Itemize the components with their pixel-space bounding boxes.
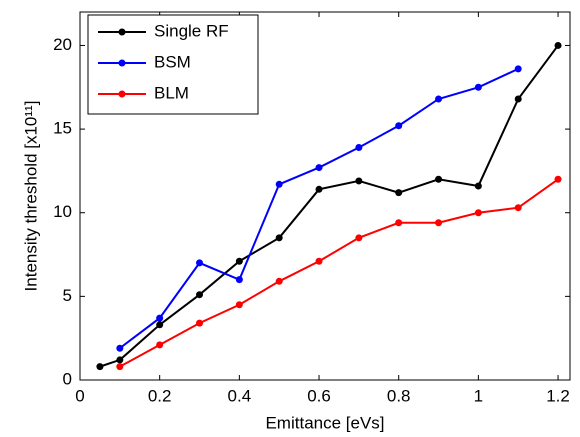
data-point xyxy=(514,95,522,103)
data-point xyxy=(315,164,323,172)
data-point xyxy=(474,209,482,217)
data-point xyxy=(395,189,403,197)
data-point xyxy=(474,83,482,91)
data-point xyxy=(514,65,522,73)
x-tick-label: 0.4 xyxy=(228,386,252,405)
data-point xyxy=(235,257,243,265)
x-tick-label: 1.2 xyxy=(546,386,570,405)
data-point xyxy=(355,234,363,242)
data-point xyxy=(235,301,243,309)
data-point xyxy=(395,122,403,130)
y-tick-label: 20 xyxy=(53,35,72,54)
data-point xyxy=(514,204,522,212)
data-point xyxy=(196,291,204,299)
data-point xyxy=(435,175,443,183)
x-tick-label: 0 xyxy=(75,386,84,405)
data-point xyxy=(235,276,243,284)
data-point xyxy=(116,344,124,352)
x-tick-label: 0.8 xyxy=(387,386,411,405)
data-point xyxy=(435,95,443,103)
data-point xyxy=(196,319,204,327)
data-point xyxy=(395,219,403,227)
y-tick-label: 0 xyxy=(63,369,72,388)
data-point xyxy=(156,341,164,349)
data-point xyxy=(196,259,204,267)
legend-label: BLM xyxy=(154,83,189,102)
data-point xyxy=(355,143,363,151)
legend-label: BSM xyxy=(154,52,191,71)
data-point xyxy=(554,175,562,183)
data-point xyxy=(315,257,323,265)
data-point xyxy=(554,41,562,49)
data-point xyxy=(435,219,443,227)
data-point xyxy=(116,363,124,371)
x-tick-label: 0.6 xyxy=(307,386,331,405)
data-point xyxy=(96,363,104,371)
data-point xyxy=(275,180,283,188)
data-point xyxy=(275,234,283,242)
x-axis-label: Emittance [eVs] xyxy=(265,413,384,432)
x-tick-label: 0.2 xyxy=(148,386,172,405)
y-axis-label: Intensity threshold [x10¹¹] xyxy=(21,101,40,292)
data-point xyxy=(355,177,363,185)
legend-marker xyxy=(118,59,126,67)
y-tick-label: 5 xyxy=(63,286,72,305)
y-tick-label: 10 xyxy=(53,202,72,221)
data-point xyxy=(474,182,482,190)
x-tick-label: 1 xyxy=(474,386,483,405)
legend-marker xyxy=(118,28,126,36)
y-tick-label: 15 xyxy=(53,119,72,138)
series-line xyxy=(119,178,559,368)
data-point xyxy=(275,277,283,285)
data-point xyxy=(315,185,323,193)
data-point xyxy=(116,356,124,364)
legend-marker xyxy=(118,90,126,98)
data-point xyxy=(156,314,164,322)
data-point xyxy=(156,321,164,329)
legend-label: Single RF xyxy=(154,21,229,40)
